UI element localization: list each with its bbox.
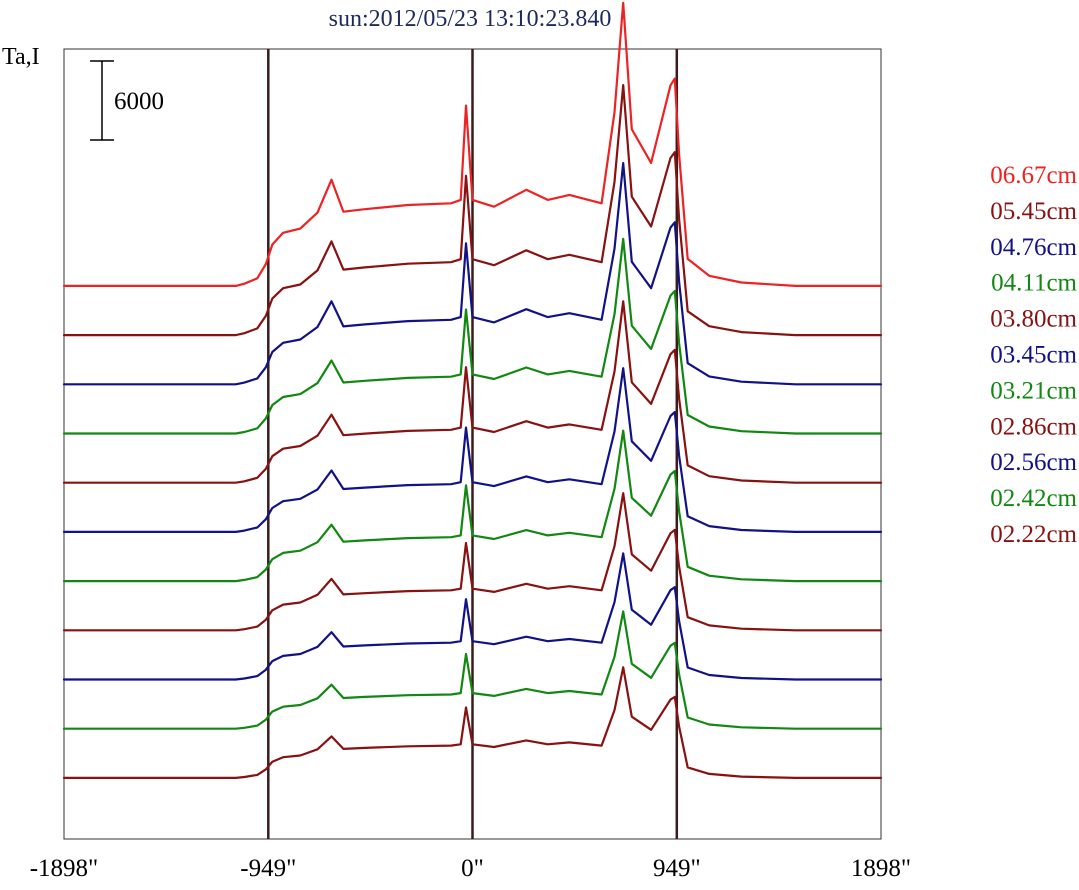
- series-line: [62, 1, 883, 287]
- series-lines: [62, 1, 883, 779]
- series-line: [62, 429, 883, 583]
- legend-entry: 02.42cm: [990, 485, 1077, 512]
- x-tick-label: 1898": [851, 855, 911, 882]
- series-line: [62, 552, 883, 681]
- x-tick-label: -1898": [30, 855, 99, 882]
- series-line: [62, 492, 883, 632]
- series-line: [62, 237, 883, 435]
- series-line: [62, 300, 883, 484]
- legend-entry: 02.22cm: [990, 521, 1077, 548]
- chart-title: sun:2012/05/23 13:10:23.840: [329, 6, 612, 32]
- x-tick-label: 0": [461, 855, 484, 882]
- series-line: [62, 84, 883, 337]
- legend-entry: 03.21cm: [990, 377, 1077, 404]
- series-line: [62, 162, 883, 386]
- y-axis-label: Ta,I: [2, 44, 40, 70]
- legend-entry: 02.56cm: [990, 449, 1077, 476]
- legend-entry: 02.86cm: [990, 413, 1077, 440]
- legend-entry: 05.45cm: [990, 198, 1077, 225]
- scale-bar: 6000: [90, 60, 164, 141]
- series-line: [62, 666, 883, 779]
- legend-entry: 06.67cm: [990, 162, 1077, 189]
- x-tick-label: 949": [653, 855, 701, 882]
- legend-entry: 04.76cm: [990, 234, 1077, 261]
- scale-bar-label: 6000: [114, 88, 164, 115]
- legend: 06.67cm 05.45cm 04.76cm 04.11cm 03.80cm 03.45…: [990, 162, 1077, 548]
- x-tick-label: -949": [240, 855, 296, 882]
- legend-entry: 03.80cm: [990, 306, 1077, 333]
- legend-entry: 04.11cm: [991, 270, 1077, 297]
- series-line: [62, 367, 883, 533]
- series-line: [62, 610, 883, 730]
- x-tick-labels: -1898" -949" 0" 949" 1898": [30, 855, 911, 882]
- legend-entry: 03.45cm: [990, 342, 1077, 369]
